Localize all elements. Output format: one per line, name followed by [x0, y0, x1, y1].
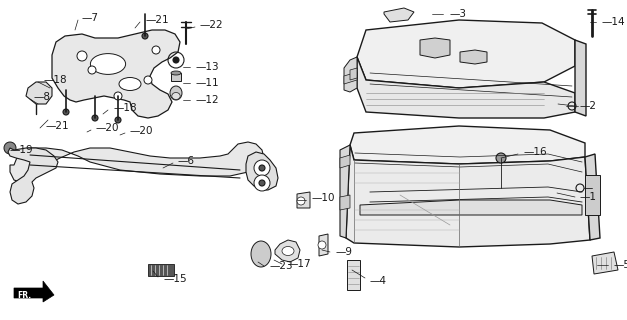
Text: —8: —8 [33, 92, 50, 102]
Text: —7: —7 [82, 13, 99, 23]
Text: —18: —18 [43, 75, 66, 85]
Text: —20: —20 [130, 126, 154, 136]
Circle shape [259, 165, 265, 171]
Text: —18: —18 [113, 103, 137, 113]
Polygon shape [346, 145, 590, 247]
Polygon shape [52, 30, 180, 118]
Text: —6: —6 [178, 156, 195, 166]
Text: —4: —4 [370, 276, 387, 286]
Text: —12: —12 [195, 95, 219, 105]
Circle shape [173, 57, 179, 63]
Polygon shape [340, 145, 350, 238]
Polygon shape [384, 8, 414, 22]
Text: FR.: FR. [17, 292, 31, 300]
Text: —15: —15 [163, 274, 187, 284]
Circle shape [144, 76, 152, 84]
Text: —13: —13 [195, 62, 219, 72]
Text: —5: —5 [613, 260, 627, 270]
Circle shape [259, 180, 265, 186]
Text: —21: —21 [145, 15, 169, 25]
Circle shape [318, 241, 326, 249]
Text: —9: —9 [335, 247, 352, 257]
FancyBboxPatch shape [171, 73, 181, 81]
Polygon shape [357, 20, 575, 88]
Ellipse shape [251, 241, 271, 267]
Text: —2: —2 [580, 101, 597, 111]
Ellipse shape [90, 53, 125, 74]
Text: —1: —1 [580, 192, 597, 202]
Polygon shape [420, 38, 450, 58]
Ellipse shape [171, 71, 181, 75]
Text: —22: —22 [200, 20, 224, 30]
Polygon shape [350, 126, 585, 164]
Polygon shape [347, 260, 360, 290]
Text: —20: —20 [96, 123, 120, 133]
Circle shape [77, 51, 87, 61]
Circle shape [254, 160, 270, 176]
Ellipse shape [172, 92, 180, 100]
Polygon shape [340, 155, 350, 168]
Circle shape [142, 33, 148, 39]
Polygon shape [340, 195, 350, 210]
Polygon shape [344, 57, 357, 92]
Circle shape [496, 153, 506, 163]
Polygon shape [275, 240, 300, 262]
Circle shape [88, 66, 96, 74]
Circle shape [254, 175, 270, 191]
Polygon shape [10, 142, 264, 182]
Text: —17: —17 [287, 259, 310, 269]
Text: —14: —14 [601, 17, 624, 27]
Polygon shape [319, 234, 328, 256]
Text: —21: —21 [45, 121, 68, 131]
Polygon shape [246, 152, 278, 190]
Polygon shape [585, 154, 600, 240]
Polygon shape [360, 200, 582, 215]
Polygon shape [350, 68, 357, 80]
Ellipse shape [119, 77, 141, 91]
Polygon shape [26, 82, 52, 104]
Text: —10: —10 [311, 193, 334, 203]
Text: —19: —19 [9, 145, 33, 155]
Polygon shape [357, 57, 575, 118]
Polygon shape [8, 148, 58, 204]
Ellipse shape [282, 246, 294, 255]
Text: —3: —3 [449, 9, 466, 19]
Polygon shape [585, 175, 600, 215]
Circle shape [114, 92, 122, 100]
Polygon shape [14, 281, 54, 302]
Text: —23: —23 [269, 261, 293, 271]
Text: —11: —11 [195, 78, 219, 88]
Circle shape [152, 46, 160, 54]
Circle shape [63, 109, 69, 115]
Ellipse shape [170, 86, 182, 100]
Circle shape [4, 142, 16, 154]
Circle shape [297, 197, 305, 205]
Text: —16: —16 [523, 147, 547, 157]
Polygon shape [592, 252, 618, 274]
Polygon shape [297, 192, 310, 208]
Polygon shape [575, 40, 586, 116]
FancyBboxPatch shape [148, 264, 174, 276]
Polygon shape [344, 72, 357, 84]
Polygon shape [460, 50, 487, 64]
Circle shape [92, 115, 98, 121]
Circle shape [115, 117, 121, 123]
